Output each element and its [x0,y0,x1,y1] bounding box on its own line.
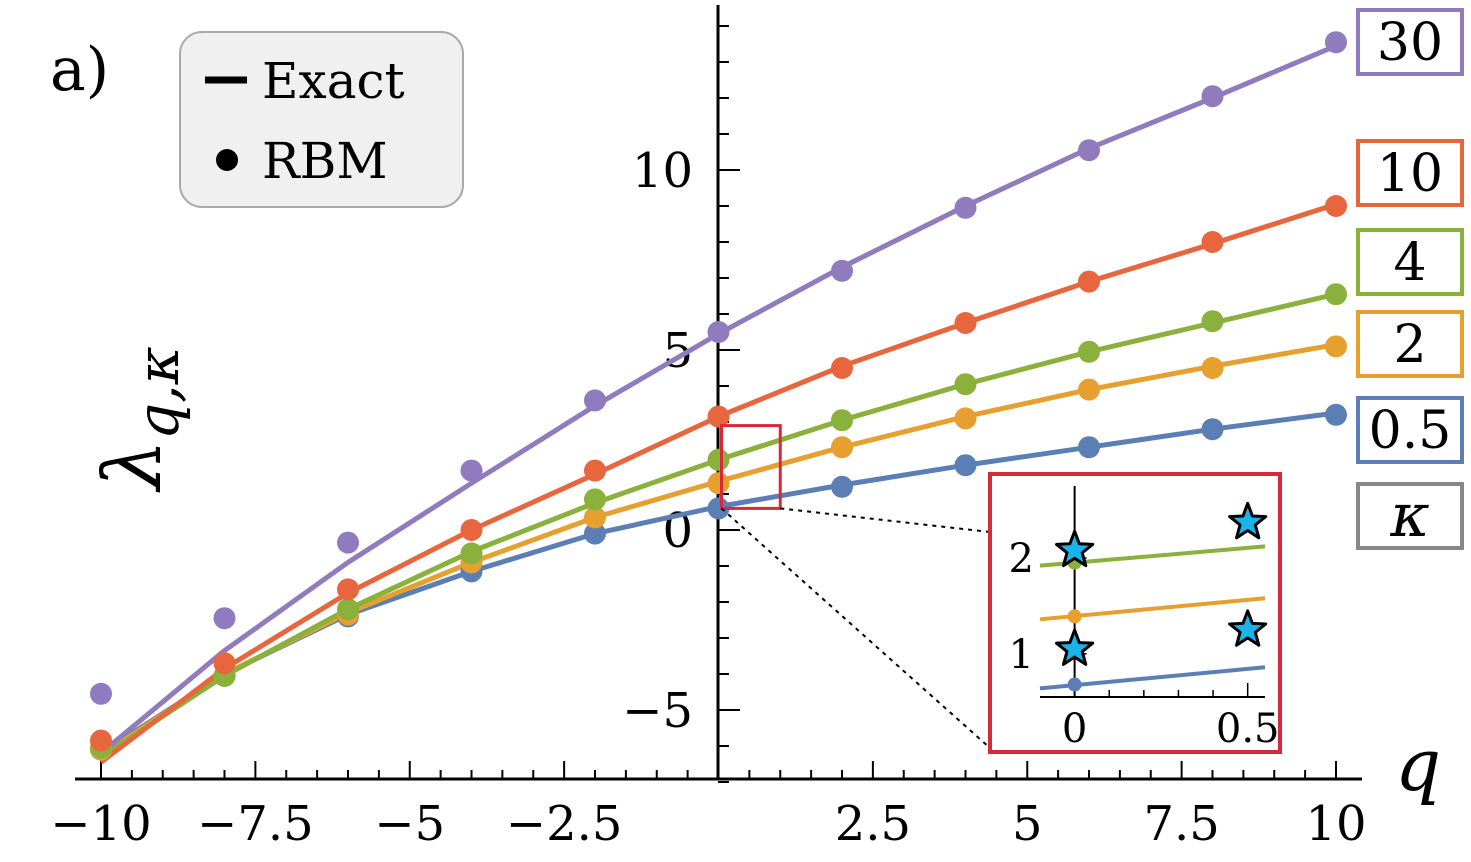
inset-x-tick-label: 0.5 [1216,706,1280,752]
kappa-box-10 [1356,139,1464,207]
legend-rbm-label: RBM [262,132,388,190]
rbm-point-kappa-4 [1201,310,1224,333]
x-tick-label: 2.5 [835,796,911,852]
rbm-point-kappa-30 [831,259,853,282]
rbm-point-kappa-2 [1078,378,1100,401]
rbm-point-kappa-4 [460,542,483,565]
inset-rbm-point [1067,609,1082,624]
rbm-point-kappa-10 [707,405,730,428]
rbm-point-kappa-0_5 [584,522,606,545]
rbm-point-kappa-0_5 [1078,436,1100,459]
kappa-box-4 [1356,228,1464,296]
inset-star-marker [1055,628,1095,666]
rbm-point-kappa-10 [337,578,359,601]
rbm-point-kappa-10 [1078,270,1100,293]
kappa-key-label: κ [1389,481,1429,551]
x-tick-label: −10 [50,796,151,852]
rbm-point-kappa-10 [213,652,236,675]
legend: Exact RBM [179,31,464,208]
x-tick-label: −7.5 [197,796,314,852]
rbm-point-kappa-10 [1325,195,1347,217]
kappa-box-label: 4 [1393,233,1426,293]
legend-exact-label: Exact [262,52,405,110]
rbm-point-kappa-2 [1325,335,1347,358]
zoom-region-box [720,424,782,510]
kappa-key: 30 10 4 2 0.5 κ [1356,8,1464,551]
y-tick-label: −5 [622,683,693,739]
rbm-point-kappa-30 [1078,139,1100,162]
rbm-point-kappa-4 [831,409,853,432]
rbm-point-kappa-30 [337,531,359,554]
x-tick-label: 7.5 [1143,796,1219,852]
x-tick-label: 10 [1305,796,1366,852]
y-axis-label-subscript: q,κ [124,346,192,440]
inset-plot: 0 0.5 1 2 [988,472,1282,754]
rbm-point-kappa-10 [831,357,853,379]
y-tick-label: 10 [632,143,693,199]
kappa-box-0_5 [1356,396,1464,464]
rbm-point-kappa-4 [1325,283,1347,306]
rbm-point-kappa-10 [90,729,112,752]
inset-y-tick-label: 1 [1009,632,1034,678]
panel-label: a) [50,35,109,105]
rbm-point-kappa-0_5 [954,454,977,477]
x-tick-label: 5 [1012,796,1043,852]
kappa-box-label: 10 [1377,144,1443,204]
rbm-point-kappa-0_5 [707,497,730,520]
rbm-point-kappa-30 [213,607,236,630]
rbm-point-kappa-4 [584,488,606,511]
kappa-box-label: 0.5 [1369,401,1452,461]
rbm-point-kappa-2 [707,472,730,495]
rbm-point-kappa-2 [831,436,853,459]
x-tick-label: −2.5 [506,796,623,852]
rbm-point-kappa-30 [584,389,606,412]
kappa-box-label: 30 [1377,13,1443,73]
rbm-point-kappa-30 [460,459,483,482]
rbm-point-kappa-30 [954,196,977,219]
inset-x-tick-label: 0 [1062,706,1087,752]
x-axis-label: q [1395,723,1441,807]
inset-star-marker [1228,501,1268,540]
rbm-point-kappa-4 [1078,340,1100,363]
kappa-box-label: 2 [1393,315,1426,375]
inset-star-marker [1055,529,1095,568]
zoom-layer [720,424,991,749]
rbm-point-kappa-10 [1201,231,1224,253]
inset-frame [988,472,1282,754]
zoom-connector-top [780,507,991,533]
rbm-point-kappa-30 [1325,31,1347,54]
y-axis-label-symbol: λ [86,439,179,493]
rbm-point-kappa-30 [90,682,112,705]
inset-star-marker [1228,609,1268,647]
rbm-point-kappa-30 [1201,85,1224,108]
legend-box [179,31,464,208]
rbm-point-kappa-4 [707,448,730,471]
rbm-point-kappa-0_5 [831,475,853,498]
rbm-point-kappa-10 [460,519,483,541]
rbm-point-kappa-2 [954,407,977,430]
y-axis-label: λ q,κ [86,346,192,493]
rbm-point-kappa-10 [954,312,977,334]
inset-rbm-point [1067,677,1082,692]
kappa-box-30 [1356,8,1464,76]
zoom-connector-bottom [720,507,991,749]
x-ticks: −10 −7.5 −5 −2.5 2.5 5 7.5 10 [50,761,1367,852]
rbm-point-kappa-2 [584,506,606,529]
kappa-box-2 [1356,310,1464,378]
rbm-point-kappa-10 [584,459,606,482]
rbm-point-kappa-2 [1201,357,1224,379]
rbm-point-kappa-30 [707,321,730,343]
legend-dot-sample [216,149,238,171]
rbm-point-kappa-4 [954,373,977,396]
inset-y-tick-label: 2 [1009,536,1034,582]
rbm-point-kappa-4 [337,598,359,621]
x-tick-label: −5 [374,796,445,852]
kappa-key-box [1356,482,1464,550]
series-layer [90,31,1347,765]
rbm-point-kappa-0_5 [1201,418,1224,441]
rbm-point-kappa-0_5 [1325,403,1347,426]
